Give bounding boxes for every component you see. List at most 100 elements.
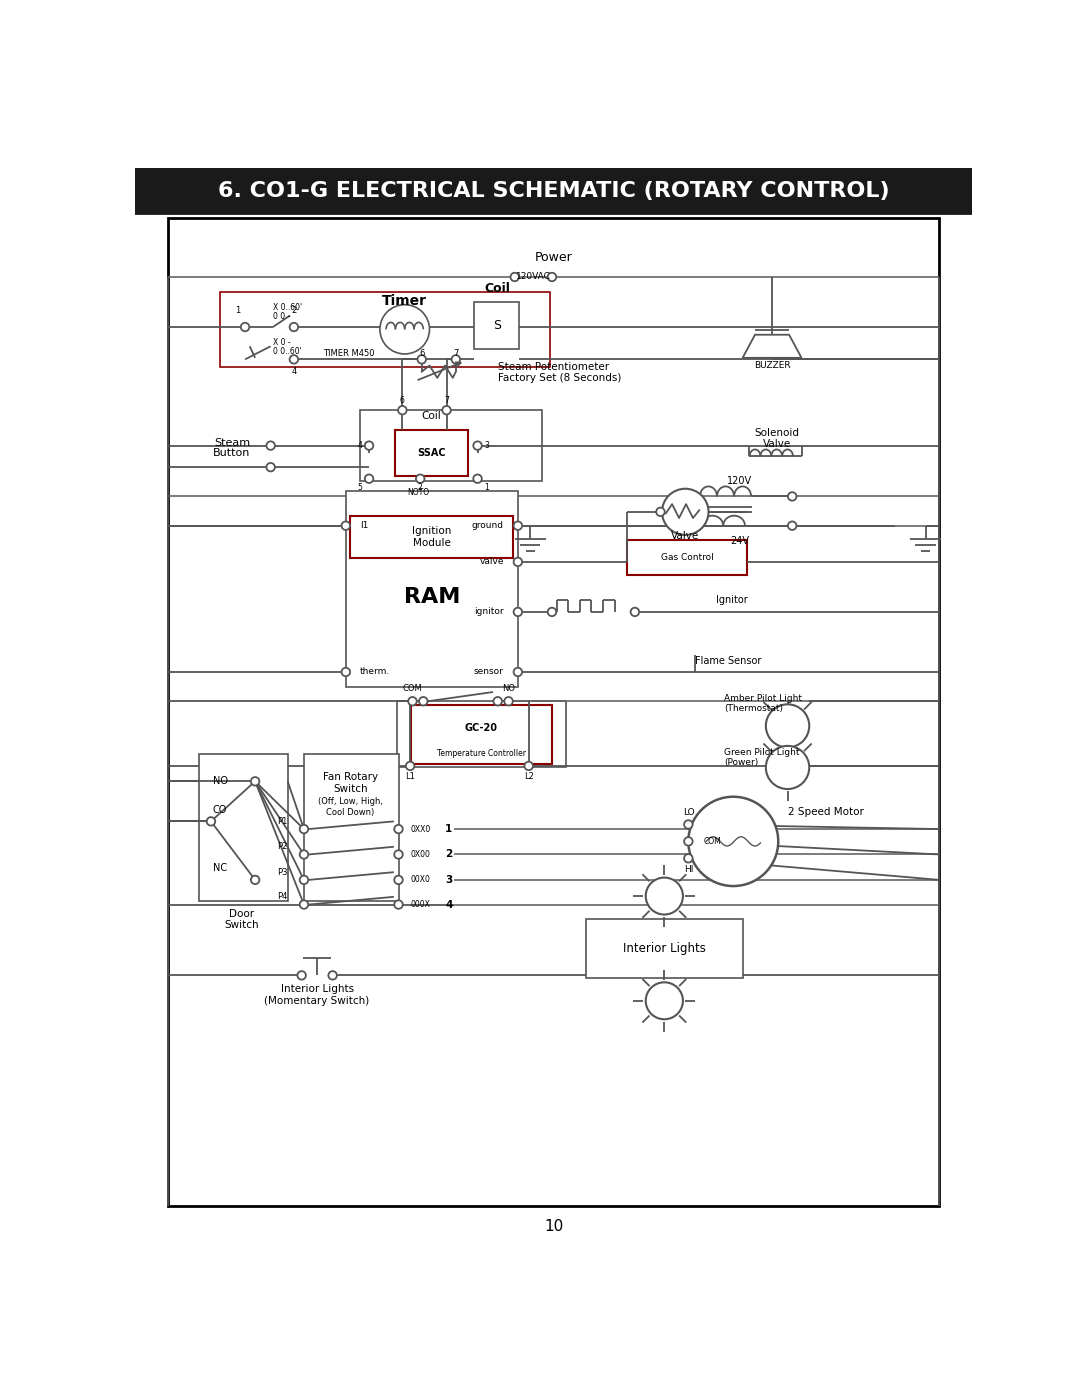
Text: Interior Lights: Interior Lights bbox=[623, 942, 705, 956]
Circle shape bbox=[473, 441, 482, 450]
Text: P1: P1 bbox=[278, 817, 287, 826]
Bar bbox=[199, 754, 287, 901]
Text: 0 0..60': 0 0..60' bbox=[273, 348, 301, 356]
Circle shape bbox=[657, 507, 664, 515]
Circle shape bbox=[394, 824, 403, 833]
Circle shape bbox=[399, 407, 407, 415]
Circle shape bbox=[241, 323, 249, 331]
Bar bbox=[346, 490, 517, 687]
Circle shape bbox=[788, 492, 796, 500]
Circle shape bbox=[443, 407, 450, 415]
Text: 4: 4 bbox=[357, 441, 362, 450]
Circle shape bbox=[365, 441, 374, 450]
Circle shape bbox=[341, 668, 350, 676]
Text: 2 Speed Motor: 2 Speed Motor bbox=[787, 807, 863, 817]
Text: COM: COM bbox=[703, 837, 721, 847]
Text: LO: LO bbox=[684, 807, 694, 817]
Circle shape bbox=[631, 608, 639, 616]
Text: NO: NO bbox=[502, 685, 515, 693]
Text: Button: Button bbox=[213, 447, 251, 458]
Bar bbox=[220, 292, 550, 367]
Text: 6: 6 bbox=[400, 397, 405, 405]
Circle shape bbox=[511, 272, 519, 281]
Circle shape bbox=[341, 521, 350, 529]
Text: L1: L1 bbox=[405, 773, 415, 781]
Polygon shape bbox=[743, 335, 801, 358]
Text: 4: 4 bbox=[445, 900, 453, 909]
Text: Ignition: Ignition bbox=[413, 525, 451, 535]
Circle shape bbox=[514, 668, 522, 676]
Text: P2: P2 bbox=[278, 842, 287, 851]
Text: sensor: sensor bbox=[474, 668, 504, 676]
Text: Steam: Steam bbox=[214, 437, 249, 447]
Bar bbox=[397, 701, 566, 767]
Circle shape bbox=[514, 521, 522, 529]
Text: HI: HI bbox=[685, 865, 693, 875]
Circle shape bbox=[514, 608, 522, 616]
Text: 120VAC: 120VAC bbox=[516, 272, 551, 281]
Circle shape bbox=[684, 837, 692, 845]
Text: 4: 4 bbox=[292, 367, 297, 376]
Text: Fan Rotary: Fan Rotary bbox=[323, 773, 378, 782]
Text: X 0 -: X 0 - bbox=[273, 338, 291, 346]
Circle shape bbox=[646, 982, 683, 1020]
Text: Valve: Valve bbox=[671, 531, 700, 542]
Circle shape bbox=[299, 900, 308, 909]
Text: Ignitor: Ignitor bbox=[716, 595, 747, 605]
Text: Door: Door bbox=[229, 909, 255, 919]
Text: Solenoid: Solenoid bbox=[754, 429, 799, 439]
Circle shape bbox=[206, 817, 215, 826]
Bar bbox=[586, 919, 743, 978]
Bar bbox=[627, 539, 747, 576]
Text: 7: 7 bbox=[454, 349, 459, 359]
Text: 3: 3 bbox=[485, 441, 489, 450]
Text: L2: L2 bbox=[524, 773, 534, 781]
Circle shape bbox=[299, 851, 308, 859]
Circle shape bbox=[494, 697, 502, 705]
Text: BUZZER: BUZZER bbox=[754, 360, 791, 370]
Text: (Off, Low, High,: (Off, Low, High, bbox=[318, 796, 383, 806]
Circle shape bbox=[646, 877, 683, 915]
Circle shape bbox=[514, 557, 522, 566]
Circle shape bbox=[394, 876, 403, 884]
Circle shape bbox=[418, 355, 426, 363]
Circle shape bbox=[394, 900, 403, 909]
Bar bbox=[360, 411, 542, 481]
Text: 6. CO1-G ELECTRICAL SCHEMATIC (ROTARY CONTROL): 6. CO1-G ELECTRICAL SCHEMATIC (ROTARY CO… bbox=[218, 180, 889, 201]
Text: Module: Module bbox=[413, 538, 450, 548]
Circle shape bbox=[267, 441, 275, 450]
Circle shape bbox=[299, 876, 308, 884]
Text: ignitor: ignitor bbox=[474, 608, 504, 616]
Text: Switch: Switch bbox=[225, 919, 259, 929]
Bar bbox=[474, 302, 519, 349]
Bar bbox=[350, 515, 513, 557]
Circle shape bbox=[525, 761, 532, 770]
Circle shape bbox=[251, 777, 259, 785]
Text: Power: Power bbox=[535, 251, 572, 264]
Circle shape bbox=[548, 608, 556, 616]
Circle shape bbox=[684, 820, 692, 828]
Circle shape bbox=[251, 876, 259, 884]
Text: 10: 10 bbox=[544, 1220, 563, 1234]
Text: 1: 1 bbox=[445, 824, 453, 834]
Text: 6: 6 bbox=[419, 349, 424, 359]
Circle shape bbox=[685, 521, 693, 529]
Circle shape bbox=[406, 761, 415, 770]
Text: 3: 3 bbox=[445, 875, 453, 884]
Text: 2: 2 bbox=[418, 483, 422, 493]
Circle shape bbox=[766, 746, 809, 789]
Text: COM: COM bbox=[403, 685, 422, 693]
Text: Green Pilot Light: Green Pilot Light bbox=[724, 747, 799, 757]
Circle shape bbox=[684, 854, 692, 862]
Text: X 0..60': X 0..60' bbox=[273, 303, 302, 312]
Text: therm.: therm. bbox=[360, 668, 390, 676]
Text: 120V: 120V bbox=[727, 476, 752, 486]
Text: Coil: Coil bbox=[421, 411, 442, 422]
Text: 000X: 000X bbox=[410, 900, 430, 909]
Text: Flame Sensor: Flame Sensor bbox=[694, 657, 761, 666]
Text: 1: 1 bbox=[234, 306, 240, 314]
Circle shape bbox=[289, 323, 298, 331]
Text: valve: valve bbox=[480, 557, 504, 566]
Text: 5: 5 bbox=[357, 483, 362, 493]
Text: NC: NC bbox=[213, 863, 227, 873]
